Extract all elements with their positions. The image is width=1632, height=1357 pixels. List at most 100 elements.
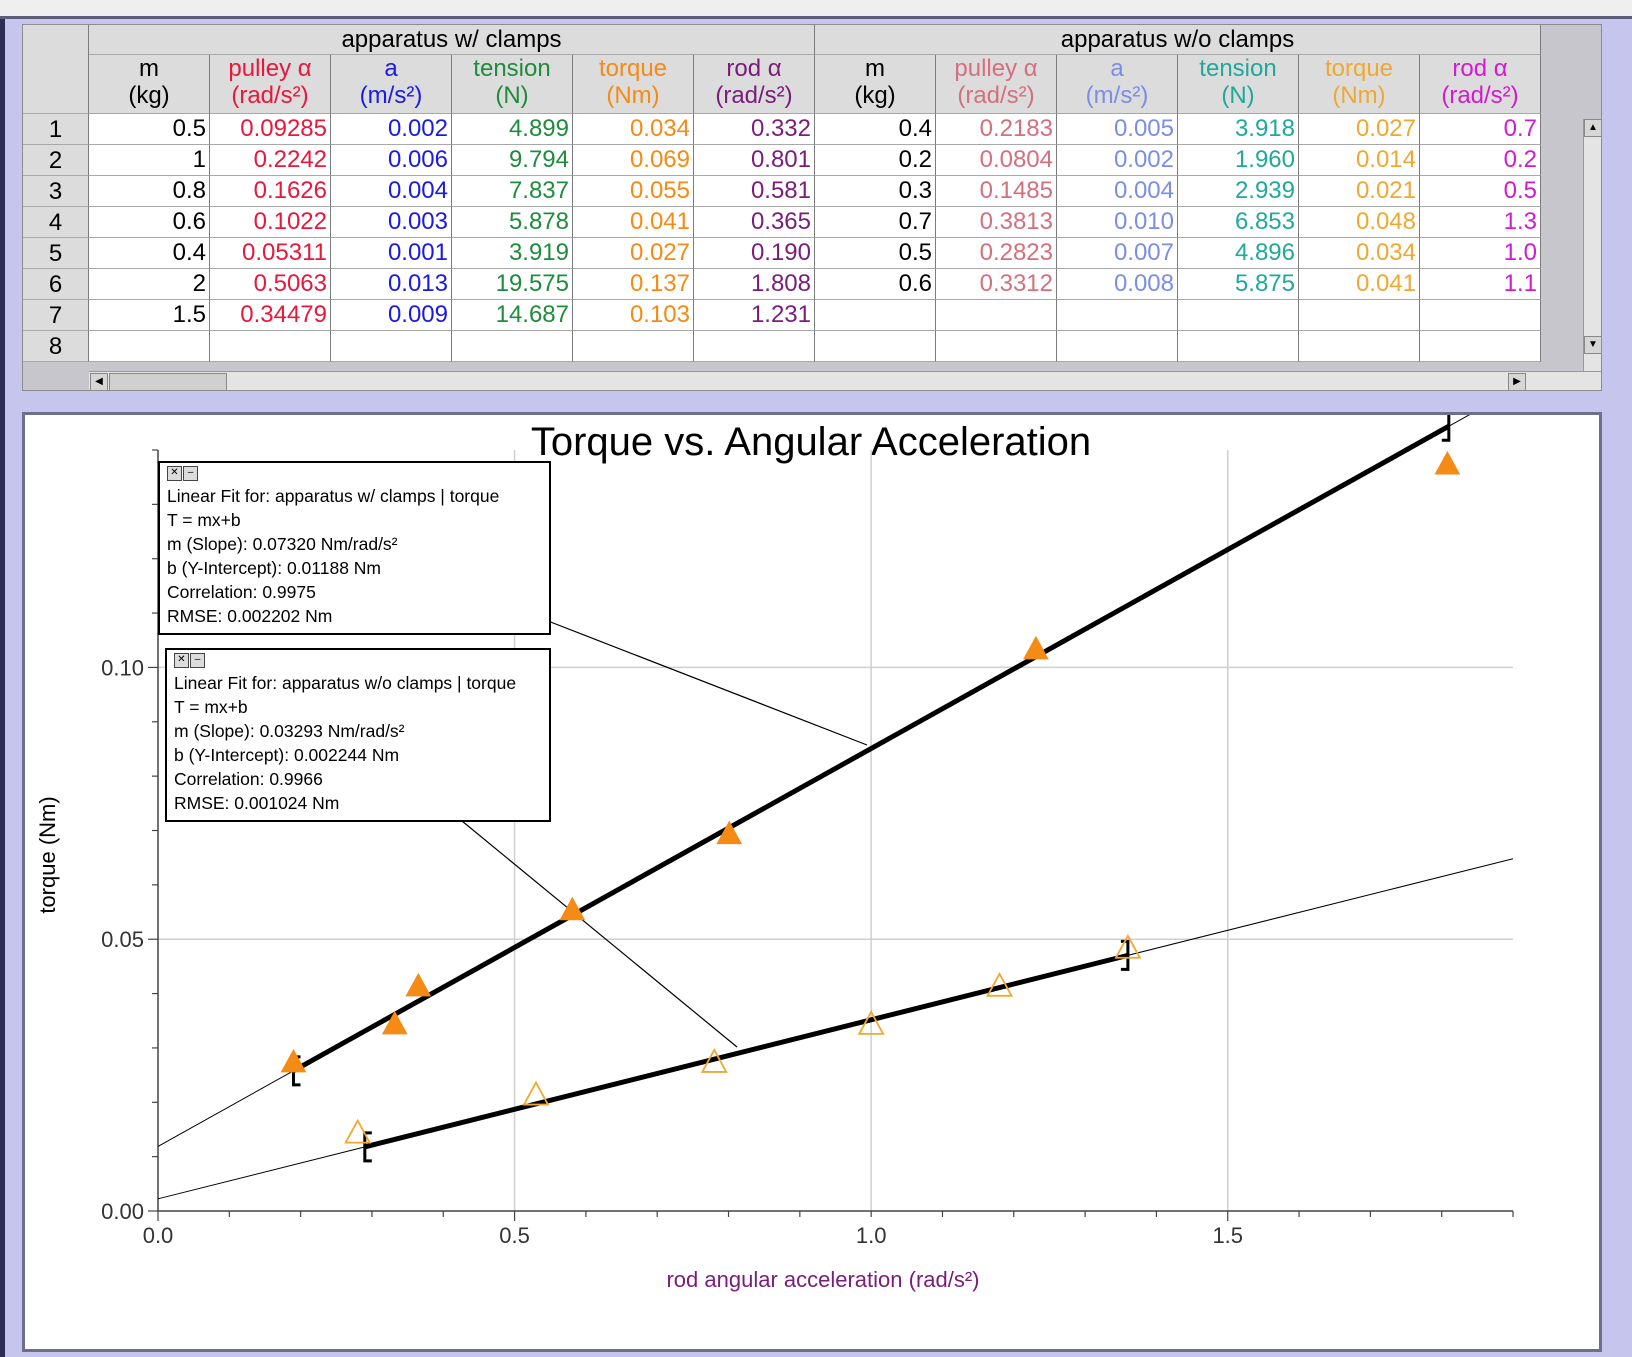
column-header[interactable]: torque (Nm) [573,55,694,114]
table-cell[interactable] [815,331,936,362]
table-cell[interactable]: 0.027 [1299,114,1420,145]
table-cell[interactable] [573,331,694,362]
table-cell[interactable] [815,300,936,331]
table-cell[interactable]: 0.6 [815,269,936,300]
table-cell[interactable]: 0.5 [1420,176,1541,207]
group-header-with-clamps[interactable]: apparatus w/ clamps [89,25,815,55]
table-cell[interactable]: 0.365 [694,207,815,238]
row-number[interactable]: 5 [23,238,89,269]
table-cell[interactable]: 0.3312 [936,269,1057,300]
table-cell[interactable]: 0.103 [573,300,694,331]
table-cell[interactable]: 0.1485 [936,176,1057,207]
column-header[interactable]: m (kg) [89,55,210,114]
table-cell[interactable]: 0.008 [1057,269,1178,300]
table-cell[interactable]: 0.137 [573,269,694,300]
table-cell[interactable] [1178,331,1299,362]
table-cell[interactable]: 1.3 [1420,207,1541,238]
column-header[interactable]: pulley α (rad/s²) [210,55,331,114]
table-cell[interactable]: 0.002 [1057,145,1178,176]
column-header[interactable]: rod α (rad/s²) [694,55,815,114]
row-number[interactable]: 2 [23,145,89,176]
table-cell[interactable]: 0.190 [694,238,815,269]
table-cell[interactable]: 0.003 [331,207,452,238]
table-cell[interactable]: 14.687 [452,300,573,331]
row-number[interactable]: 1 [23,114,89,145]
table-cell[interactable]: 1 [89,145,210,176]
table-cell[interactable]: 1.5 [89,300,210,331]
table-cell[interactable]: 0.014 [1299,145,1420,176]
table-cell[interactable]: 0.7 [1420,114,1541,145]
column-header[interactable]: tension (N) [452,55,573,114]
graph-panel[interactable]: Torque vs. Angular Acceleration rod angu… [22,389,1602,1352]
table-cell[interactable]: 0.2 [815,145,936,176]
table-cell[interactable]: 0.005 [1057,114,1178,145]
column-header[interactable]: torque (Nm) [1299,55,1420,114]
scroll-right-arrow-icon[interactable]: ▶ [1508,373,1526,390]
table-cell[interactable] [1299,331,1420,362]
column-header[interactable]: m (kg) [815,55,936,114]
row-number[interactable]: 8 [23,331,89,362]
column-header[interactable]: a (m/s²) [331,55,452,114]
table-cell[interactable]: 0.004 [1057,176,1178,207]
close-icon[interactable]: ✕ [174,653,189,668]
table-cell[interactable]: 0.5 [815,238,936,269]
table-cell[interactable]: 7.837 [452,176,573,207]
corner-header[interactable] [23,25,89,114]
table-cell[interactable]: 0.013 [331,269,452,300]
column-header[interactable]: pulley α (rad/s²) [936,55,1057,114]
table-cell[interactable]: 0.34479 [210,300,331,331]
table-cell[interactable] [1057,300,1178,331]
table-cell[interactable]: 0.3813 [936,207,1057,238]
scroll-up-arrow-icon[interactable]: ▲ [1584,119,1601,137]
fit-annotation-without-clamps[interactable]: ✕ – Linear Fit for: apparatus w/o clamps … [165,648,551,822]
table-cell[interactable]: 0.2183 [936,114,1057,145]
table-cell[interactable]: 9.794 [452,145,573,176]
table-cell[interactable]: 1.1 [1420,269,1541,300]
table-cell[interactable]: 0.034 [573,114,694,145]
table-cell[interactable] [1420,331,1541,362]
column-header[interactable]: rod α (rad/s²) [1420,55,1541,114]
table-cell[interactable] [936,300,1057,331]
table-cell[interactable] [1178,300,1299,331]
table-cell[interactable]: 0.2242 [210,145,331,176]
table-cell[interactable]: 0.1022 [210,207,331,238]
column-header[interactable]: a (m/s²) [1057,55,1178,114]
table-cell[interactable]: 0.3 [815,176,936,207]
table-cell[interactable]: 0.581 [694,176,815,207]
table-cell[interactable]: 1.0 [1420,238,1541,269]
table-cell[interactable]: 0.048 [1299,207,1420,238]
table-cell[interactable]: 0.801 [694,145,815,176]
close-icon[interactable]: ✕ [167,466,182,481]
table-cell[interactable]: 0.7 [815,207,936,238]
table-cell[interactable]: 0.2 [1420,145,1541,176]
table-cell[interactable]: 0.006 [331,145,452,176]
horizontal-scroll-thumb[interactable] [109,373,227,390]
table-cell[interactable]: 0.8 [89,176,210,207]
table-cell[interactable]: 6.853 [1178,207,1299,238]
table-cell[interactable]: 0.034 [1299,238,1420,269]
row-number[interactable]: 4 [23,207,89,238]
table-cell[interactable]: 0.021 [1299,176,1420,207]
minimize-icon[interactable]: – [183,466,198,481]
table-cell[interactable]: 0.041 [573,207,694,238]
table-cell[interactable]: 0.5 [89,114,210,145]
table-cell[interactable] [1420,300,1541,331]
table-cell[interactable]: 0.007 [1057,238,1178,269]
table-cell[interactable]: 0.4 [815,114,936,145]
table-cell[interactable]: 3.919 [452,238,573,269]
table-cell[interactable]: 0.09285 [210,114,331,145]
table-cell[interactable]: 0.001 [331,238,452,269]
table-cell[interactable]: 0.055 [573,176,694,207]
table-cell[interactable]: 1.231 [694,300,815,331]
table-cell[interactable] [1299,300,1420,331]
table-cell[interactable]: 19.575 [452,269,573,300]
table-cell[interactable]: 5.875 [1178,269,1299,300]
table-cell[interactable] [694,331,815,362]
table-cell[interactable] [1057,331,1178,362]
table-cell[interactable] [936,331,1057,362]
column-header[interactable]: tension (N) [1178,55,1299,114]
table-cell[interactable]: 3.918 [1178,114,1299,145]
table-cell[interactable] [210,331,331,362]
table-cell[interactable]: 0.4 [89,238,210,269]
scroll-down-arrow-icon[interactable]: ▼ [1584,336,1601,354]
